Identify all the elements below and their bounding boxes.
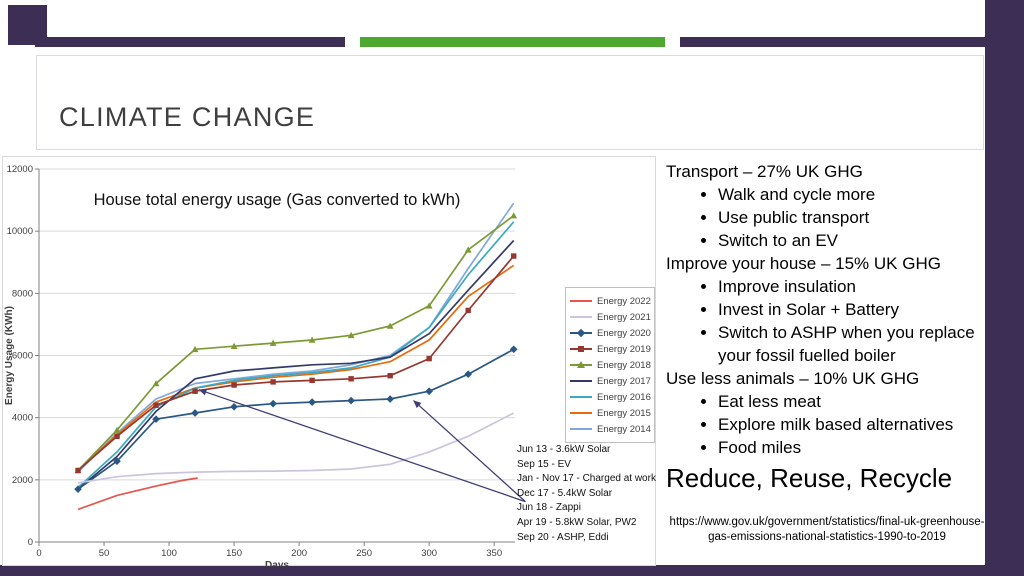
legend-label: Energy 2018 <box>597 359 651 371</box>
svg-text:200: 200 <box>291 548 307 559</box>
chart-annotations: Jun 13 - 3.6kW Solar Sep 15 - EV Jan - Nov… <box>517 443 656 545</box>
top-bar-right <box>680 37 985 47</box>
top-bar-left <box>35 37 345 47</box>
svg-text:Energy Usage (KWh): Energy Usage (KWh) <box>4 306 15 405</box>
legend-item: Energy 2017 <box>570 373 651 389</box>
right-accent-band <box>985 0 1024 576</box>
bullet-item: Invest in Solar + Battery <box>718 298 988 321</box>
legend-label: Energy 2015 <box>597 407 651 419</box>
svg-text:0: 0 <box>28 537 33 548</box>
section-bullets: Improve insulationInvest in Solar + Batt… <box>666 275 988 367</box>
legend-label: Energy 2019 <box>597 343 651 355</box>
legend-item: Energy 2019 <box>570 341 651 357</box>
bullet-item: Use public transport <box>718 206 988 229</box>
svg-text:8000: 8000 <box>12 288 33 299</box>
bullet-item: Improve insulation <box>718 275 988 298</box>
annotation-line: Jun 18 - Zappi <box>517 502 581 514</box>
legend-item: Energy 2021 <box>570 309 651 325</box>
svg-text:2000: 2000 <box>12 475 33 486</box>
bullet-item: Food miles <box>718 436 988 459</box>
section-heading: Transport – 27% UK GHG <box>666 162 863 181</box>
svg-text:0: 0 <box>36 548 41 559</box>
legend-label: Energy 2017 <box>597 375 651 387</box>
svg-text:4000: 4000 <box>12 413 33 424</box>
chart-title: House total energy usage (Gas converted … <box>93 191 461 209</box>
bullet-item: Explore milk based alternatives <box>718 413 988 436</box>
svg-text:350: 350 <box>486 548 502 559</box>
content-column: Transport – 27% UK GHG Walk and cycle mor… <box>666 160 988 545</box>
svg-text:6000: 6000 <box>12 351 33 362</box>
legend-item: Energy 2022 <box>570 293 651 309</box>
legend-item: Energy 2014 <box>570 421 651 437</box>
bullet-item: Switch to ASHP when you replace your fos… <box>718 321 988 367</box>
svg-text:12000: 12000 <box>7 164 33 175</box>
annotation-line: Jan - Nov 17 - Charged at work <box>517 473 656 485</box>
energy-usage-chart: 0 2000 4000 6000 8000 10000 12000 0 50 100 150 200 2… <box>2 156 656 567</box>
chart-plot-area: 0 2000 4000 6000 8000 10000 12000 0 50 100 150 200 2… <box>4 164 526 567</box>
top-bar-center <box>360 37 665 47</box>
bullet-item: Switch to an EV <box>718 229 988 252</box>
annotation-line: Sep 20 - ASHP, Eddi <box>517 531 609 543</box>
svg-text:10000: 10000 <box>7 226 33 237</box>
legend-label: Energy 2020 <box>597 327 651 339</box>
legend-label: Energy 2021 <box>597 311 651 323</box>
legend-item: Energy 2020 <box>570 325 651 341</box>
annotation-line: Sep 15 - EV <box>517 458 571 470</box>
bullet-item: Walk and cycle more <box>718 183 988 206</box>
svg-text:50: 50 <box>99 548 110 559</box>
legend-item: Energy 2016 <box>570 389 651 405</box>
tagline: Reduce, Reuse, Recycle <box>666 463 953 493</box>
svg-text:150: 150 <box>226 548 242 559</box>
svg-text:250: 250 <box>356 548 372 559</box>
svg-text:300: 300 <box>421 548 437 559</box>
section-heading: Use less animals – 10% UK GHG <box>666 369 920 388</box>
section-heading: Improve your house – 15% UK GHG <box>666 254 941 273</box>
chart-legend: Energy 2022 Energy 2021 Energy 2020 Energy … <box>565 287 655 443</box>
section-bullets: Eat less meatExplore milk based alternat… <box>666 390 988 459</box>
slide-title: CLIMATE CHANGE <box>59 102 316 132</box>
legend-item: Energy 2018 <box>570 357 651 373</box>
bottom-accent-band <box>0 565 1024 576</box>
legend-item: Energy 2015 <box>570 405 651 421</box>
annotation-line: Jun 13 - 3.6kW Solar <box>517 444 611 455</box>
legend-label: Energy 2016 <box>597 391 651 403</box>
annotation-line: Dec 17 - 5.4kW Solar <box>517 487 613 499</box>
section-bullets: Walk and cycle moreUse public transportS… <box>666 183 988 252</box>
source-link[interactable]: https://www.gov.uk/government/statistics… <box>669 516 985 543</box>
annotation-line: Apr 19 - 5.8kW Solar, PW2 <box>517 516 637 528</box>
legend-label: Energy 2022 <box>597 295 651 307</box>
svg-text:100: 100 <box>161 548 177 559</box>
title-placeholder: CLIMATE CHANGE <box>36 55 984 150</box>
legend-label: Energy 2014 <box>597 423 651 435</box>
content-sections: Transport – 27% UK GHG Walk and cycle mor… <box>666 160 988 459</box>
bullet-item: Eat less meat <box>718 390 988 413</box>
svg-text:Days: Days <box>265 560 289 567</box>
